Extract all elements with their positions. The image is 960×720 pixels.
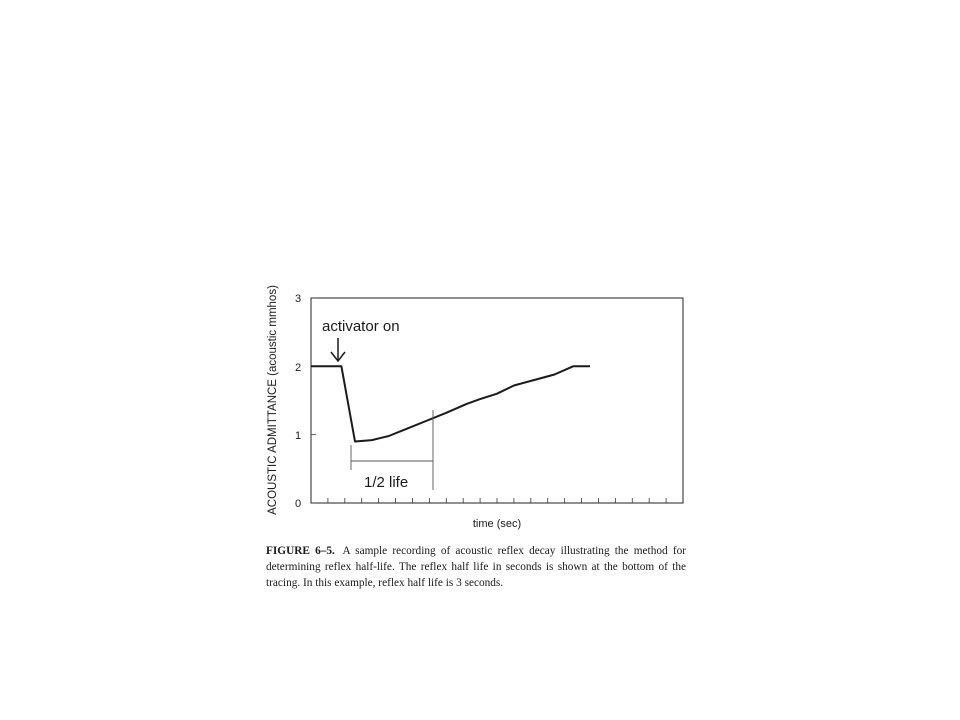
half-life-bracket (350, 410, 434, 490)
caption-label: FIGURE 6–5. (266, 545, 335, 557)
series-line (311, 365, 590, 443)
x-axis-ticks (327, 498, 667, 503)
figure-caption: FIGURE 6–5. A sample recording of acoust… (266, 543, 686, 591)
x-axis-title: time (sec) (473, 518, 521, 530)
y-tick-label: 1 (295, 430, 301, 442)
y-axis-title: ACOUSTIC ADMITTANCE (acoustic mmhos) (267, 285, 279, 515)
y-axis-ticks (311, 297, 316, 504)
down-arrow-icon (330, 338, 346, 363)
y-tick-label: 3 (295, 293, 301, 305)
y-tick-label: 0 (295, 498, 301, 510)
half-life-annotation: 1/2 life (364, 474, 408, 491)
activator-annotation: activator on (322, 318, 400, 335)
caption-text: A sample recording of acoustic reflex de… (266, 545, 686, 589)
y-tick-label: 2 (295, 362, 301, 374)
